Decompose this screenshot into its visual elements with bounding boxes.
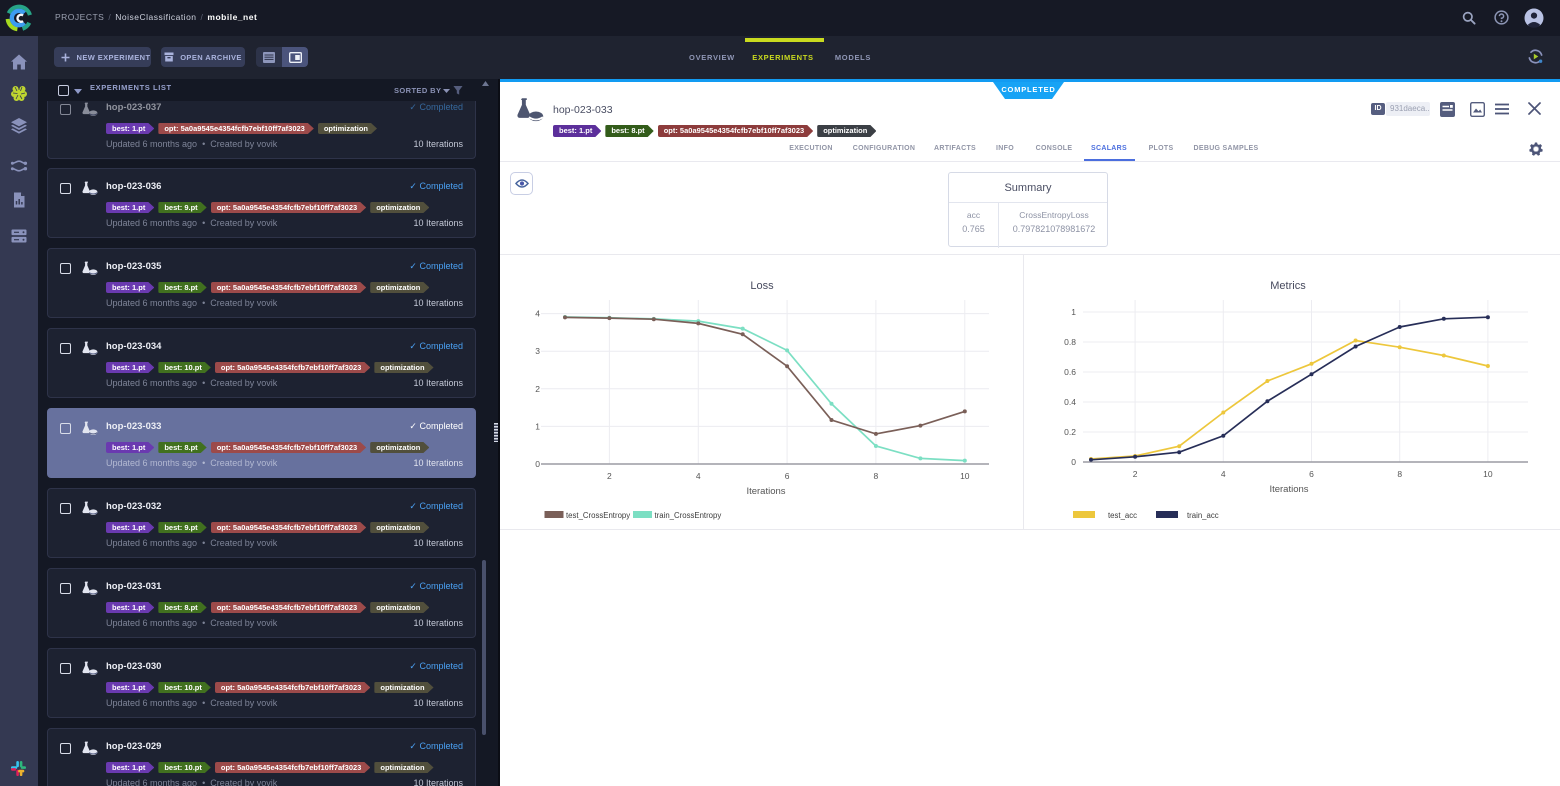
svg-text:4: 4: [1221, 469, 1226, 479]
svg-text:0.8: 0.8: [1064, 337, 1076, 347]
svg-text:Iterations: Iterations: [746, 486, 785, 497]
svg-text:8: 8: [874, 471, 879, 481]
svg-text:0: 0: [535, 459, 540, 469]
svg-text:Metrics: Metrics: [1270, 280, 1306, 292]
svg-text:0.4: 0.4: [1064, 397, 1076, 407]
svg-text:10: 10: [1483, 469, 1493, 479]
svg-text:train_CrossEntropy: train_CrossEntropy: [655, 511, 722, 520]
svg-text:Loss: Loss: [750, 280, 774, 292]
svg-text:test_CrossEntropy: test_CrossEntropy: [566, 511, 630, 520]
svg-text:3: 3: [535, 346, 540, 356]
svg-text:train_acc: train_acc: [1187, 511, 1219, 520]
svg-text:10: 10: [960, 471, 970, 481]
svg-text:Iterations: Iterations: [1269, 484, 1308, 495]
svg-text:2: 2: [1133, 469, 1138, 479]
svg-text:0.6: 0.6: [1064, 367, 1076, 377]
svg-text:1: 1: [535, 421, 540, 431]
svg-text:8: 8: [1397, 469, 1402, 479]
svg-text:2: 2: [607, 471, 612, 481]
svg-text:4: 4: [696, 471, 701, 481]
svg-text:1: 1: [1071, 307, 1076, 317]
svg-text:6: 6: [785, 471, 790, 481]
svg-text:6: 6: [1309, 469, 1314, 479]
svg-text:4: 4: [535, 309, 540, 319]
svg-text:test_acc: test_acc: [1108, 511, 1137, 520]
svg-text:0: 0: [1071, 457, 1076, 467]
svg-text:0.2: 0.2: [1064, 427, 1076, 437]
svg-text:2: 2: [535, 384, 540, 394]
